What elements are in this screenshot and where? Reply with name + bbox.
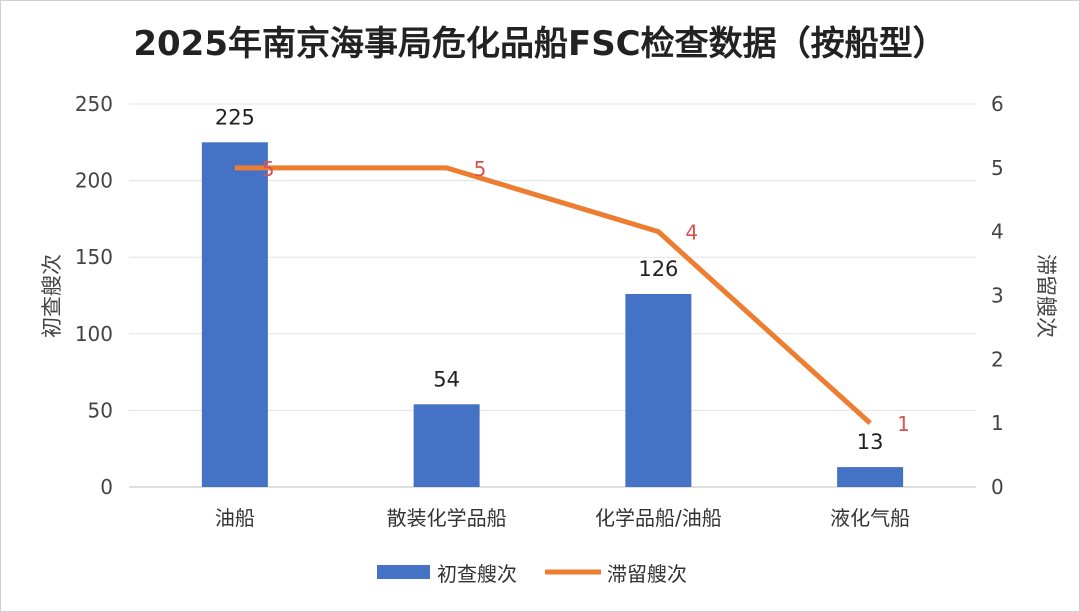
bar — [837, 467, 904, 487]
y-right-tick-label: 0 — [991, 475, 1004, 499]
bar — [201, 142, 268, 488]
y-left-tick-label: 50 — [88, 398, 113, 422]
y-left-tick-label: 150 — [75, 245, 113, 269]
y-left-tick-label: 100 — [75, 322, 113, 346]
y-right-tick-label: 3 — [991, 284, 1004, 308]
bar-value-label: 126 — [638, 257, 678, 281]
line-value-label: 5 — [262, 157, 275, 181]
y-left-tick-label: 0 — [100, 475, 113, 499]
line-value-label: 1 — [897, 412, 910, 436]
legend-bar-swatch — [377, 565, 430, 579]
bar — [413, 404, 480, 487]
bar-value-label: 13 — [857, 430, 884, 454]
y-axis-right-label: 滞留艘次 — [1034, 254, 1058, 338]
line-data-labels: 5 541 — [262, 157, 910, 436]
legend-line-label: 滞留艘次 — [607, 562, 687, 586]
bar-value-label: 54 — [433, 367, 460, 391]
category-label: 液化气船 — [830, 506, 910, 530]
y-right-tick-label: 2 — [991, 347, 1004, 371]
gridlines — [129, 103, 976, 488]
bar-value-label: 225 — [215, 105, 255, 129]
line-series — [234, 165, 872, 426]
y-left-tick-label: 200 — [75, 169, 113, 193]
series-line — [234, 165, 872, 426]
y-left-tick-label: 250 — [75, 92, 113, 116]
y-right-tick-label: 5 — [991, 156, 1004, 180]
right-axis-ticks: 0 1 2 3 4 5 6 — [991, 92, 1004, 499]
chart-title: 2025年南京海事局危化品船FSC检查数据（按船型） — [133, 24, 946, 64]
category-label: 油船 — [215, 506, 255, 530]
y-axis-left-label: 初查艘次 — [40, 254, 64, 338]
category-labels: 油船 散装化学品船 化学品船/油船 液化气船 — [215, 506, 910, 530]
legend: 初查艘次 滞留艘次 — [377, 562, 687, 586]
left-axis-ticks: 0 50 100 150 200 250 — [75, 92, 113, 499]
line-value-label: 5 — [474, 157, 487, 181]
legend-bar-label: 初查艘次 — [437, 562, 517, 586]
category-label: 散装化学品船 — [387, 506, 507, 530]
y-right-tick-label: 6 — [991, 92, 1004, 116]
bar-series — [201, 142, 904, 488]
y-right-tick-label: 4 — [991, 220, 1004, 244]
category-label: 化学品船/油船 — [595, 506, 722, 530]
y-right-tick-label: 1 — [991, 411, 1004, 435]
bar — [625, 293, 692, 487]
line-value-label: 4 — [685, 221, 698, 245]
